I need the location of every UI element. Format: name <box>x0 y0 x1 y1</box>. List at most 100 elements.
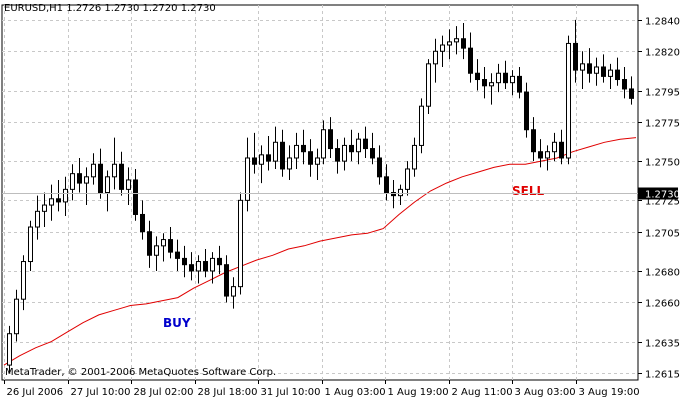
candle-body <box>119 163 124 190</box>
candle-body <box>426 63 431 107</box>
candle-body <box>566 42 571 159</box>
candle-body <box>224 264 229 297</box>
candle-body <box>517 75 522 93</box>
y-tick-label: 1.2680 <box>645 268 680 279</box>
y-tick-label: 1.2750 <box>645 158 680 169</box>
candle-body <box>489 82 494 87</box>
candle-body <box>182 257 187 266</box>
candle-body <box>552 141 557 153</box>
candle-body <box>419 105 424 146</box>
candle-body <box>384 176 389 193</box>
candle-body <box>573 42 578 71</box>
candle-body <box>349 144 354 153</box>
candle-body <box>308 151 313 165</box>
x-tick-label: 31 Jul 10:00 <box>261 387 321 398</box>
candle-body <box>454 38 459 43</box>
candle-body <box>133 179 138 215</box>
candle-body <box>412 144 417 170</box>
candle-body <box>601 66 606 77</box>
candlestick-series <box>7 19 634 373</box>
candle-body <box>210 257 215 272</box>
candle-body <box>49 198 54 206</box>
candle-body <box>468 47 473 74</box>
candle-body <box>482 79 487 87</box>
candle-body <box>370 148 375 159</box>
candle-body <box>524 91 529 131</box>
candle-body <box>440 44 445 52</box>
candle-body <box>280 141 285 170</box>
y-tick-label: 1.2635 <box>645 339 680 350</box>
candle-body <box>461 38 466 49</box>
candle-body <box>266 154 271 162</box>
candle-body <box>231 286 236 297</box>
candle-body <box>301 144 306 153</box>
x-tick-label: 3 Aug 03:00 <box>515 387 576 398</box>
candle-body <box>28 226 33 263</box>
x-tick-label: 1 Aug 03:00 <box>325 387 386 398</box>
candle-body <box>154 245 159 256</box>
moving-average-path <box>3 137 637 366</box>
y-tick-label: 1.2840 <box>645 17 680 28</box>
candle-body <box>405 168 410 190</box>
current-price-tag-label: 1.2730 <box>645 190 680 201</box>
candle-body <box>238 199 243 288</box>
x-tick-label: 28 Jul 18:00 <box>198 387 258 398</box>
candle-body <box>147 231 152 256</box>
candle-body <box>77 173 82 184</box>
candle-body <box>531 129 536 153</box>
candle-body <box>580 63 585 71</box>
y-tick-label: 1.2705 <box>645 229 680 240</box>
candle-body <box>112 163 117 178</box>
x-tick-label: 28 Jul 02:00 <box>134 387 194 398</box>
x-tick-label: 1 Aug 19:00 <box>388 387 449 398</box>
x-tick-label: 3 Aug 19:00 <box>579 387 640 398</box>
candle-body <box>538 151 543 159</box>
y-tick-label: 1.2795 <box>645 88 680 99</box>
candle-body <box>175 251 180 259</box>
candle-body <box>70 173 75 190</box>
candle-body <box>475 72 480 81</box>
x-tick-label: 2 Aug 11:00 <box>452 387 513 398</box>
candle-body <box>447 41 452 46</box>
price-axis: 1.28401.28201.27951.27751.27501.27251.27… <box>638 17 680 381</box>
candle-body <box>377 157 382 178</box>
candle-body <box>622 79 627 90</box>
candle-body <box>161 239 166 247</box>
copyright-notice: MetaTrader, © 2001-2006 MetaQuotes Softw… <box>5 367 277 378</box>
candle-body <box>587 63 592 74</box>
candle-body <box>433 50 438 65</box>
y-tick-label: 1.2725 <box>645 197 680 208</box>
candle-body <box>391 192 396 197</box>
candle-body <box>203 261 208 272</box>
candle-body <box>629 88 634 99</box>
candle-body <box>84 176 89 184</box>
candle-body <box>315 157 320 165</box>
y-tick-label: 1.2820 <box>645 48 680 59</box>
y-tick-label: 1.2660 <box>645 299 680 310</box>
candle-body <box>91 163 96 178</box>
candle-body <box>252 157 257 165</box>
candle-body <box>287 157 292 170</box>
candle-body <box>245 157 250 201</box>
current-price-tag-bg <box>638 187 678 200</box>
candle-body <box>545 151 550 159</box>
candle-body <box>168 239 173 253</box>
candle-body <box>356 138 361 153</box>
buy-signal-label: BUY <box>163 316 191 330</box>
candle-body <box>503 72 508 84</box>
moving-average-line <box>3 137 637 366</box>
time-axis: 26 Jul 2006 27 Jul 10:00 28 Jul 02:00 28 Ju… <box>4 380 640 398</box>
candle-body <box>608 69 613 77</box>
x-tick-label: 27 Jul 10:00 <box>71 387 131 398</box>
candle-body <box>363 138 368 150</box>
candle-body <box>189 264 194 272</box>
candle-body <box>615 69 620 81</box>
candle-body <box>140 213 145 233</box>
x-tick-label: 26 Jul 2006 <box>7 387 64 398</box>
candle-body <box>196 261 201 272</box>
candle-body <box>559 141 564 159</box>
candle-body <box>14 298 19 335</box>
chart-title: EURUSD,H1 1.2726 1.2730 1.2720 1.2730 <box>4 3 216 14</box>
y-tick-label: 1.2775 <box>645 119 680 130</box>
